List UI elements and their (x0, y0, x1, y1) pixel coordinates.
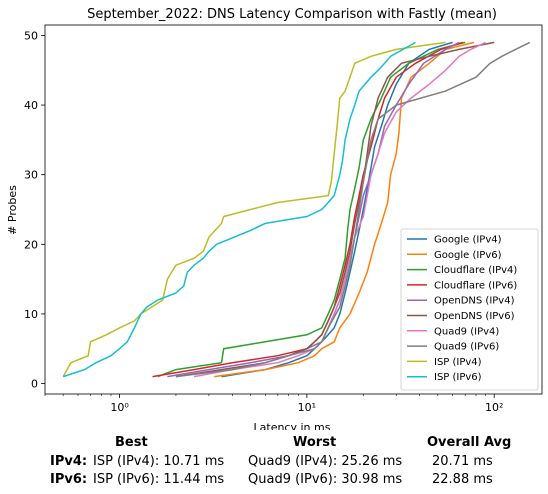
y-tick-label: 0 (31, 378, 38, 391)
y-tick-label: 20 (24, 238, 38, 251)
ipv6-worst: Quad9 (IPv6): 30.98 ms (248, 472, 403, 487)
ipv4-best: ISP (IPv4): 10.71 ms (93, 454, 225, 469)
legend-label-2: Cloudflare (IPv4) (434, 265, 517, 276)
x-axis-label: Latency in ms (254, 421, 331, 430)
plot-frame (44, 24, 543, 395)
ipv6-best: ISP (IPv6): 11.44 ms (93, 472, 225, 487)
ipv4-avg: 20.71 ms (432, 454, 493, 469)
avg-header: Overall Avg (427, 435, 512, 450)
legend: Google (IPv4) Google (IPv6) Cloudflare (IP… (400, 228, 539, 391)
y-axis-label: # Probes (6, 185, 19, 235)
legend-label-5: OpenDNS (IPv6) (434, 311, 515, 322)
legend-label-3: Cloudflare (IPv6) (434, 280, 517, 291)
series-line-2 (157, 41, 466, 378)
legend-box (400, 228, 539, 391)
series-line-3 (152, 41, 464, 378)
ipv6-row-label: IPv6: (50, 472, 88, 487)
ipv4-row-label: IPv4: (50, 454, 88, 469)
series-line-7 (175, 41, 531, 378)
series-line-5 (175, 41, 495, 378)
legend-label-8: ISP (IPv4) (434, 357, 482, 368)
series-line-8 (62, 41, 446, 377)
x-tick-label: 10¹ (298, 401, 316, 414)
x-tick-label: 10² (485, 401, 503, 414)
y-tick-label: 30 (24, 169, 38, 182)
series-line-1 (214, 41, 475, 378)
chart-title: September_2022: DNS Latency Comparison w… (87, 7, 497, 22)
worst-header: Worst (293, 435, 337, 450)
best-header: Best (115, 435, 148, 450)
legend-label-0: Google (IPv4) (434, 235, 502, 246)
ipv4-worst: Quad9 (IPv4): 25.26 ms (248, 454, 403, 469)
axes-layer: 0 10 20 30 40 50 10⁰ 10¹ 10² (24, 29, 503, 414)
latency-chart: September_2022: DNS Latency Comparison w… (6, 7, 543, 430)
series-line-0 (221, 41, 453, 378)
x-tick-label: 10⁰ (110, 401, 129, 414)
series-layer (62, 41, 531, 378)
summary-table: Best Worst Overall Avg IPv4: ISP (IPv4):… (0, 430, 548, 494)
legend-label-9: ISP (IPv6) (434, 372, 482, 383)
legend-label-4: OpenDNS (IPv4) (434, 296, 515, 307)
series-line-9 (62, 41, 416, 378)
y-tick-label: 50 (24, 29, 38, 42)
legend-label-7: Quad9 (IPv6) (434, 342, 499, 353)
legend-label-1: Google (IPv6) (434, 250, 502, 261)
ipv6-avg: 22.88 ms (432, 472, 493, 487)
y-tick-label: 40 (24, 99, 38, 112)
y-tick-label: 10 (24, 308, 38, 321)
legend-label-6: Quad9 (IPv4) (434, 326, 499, 337)
